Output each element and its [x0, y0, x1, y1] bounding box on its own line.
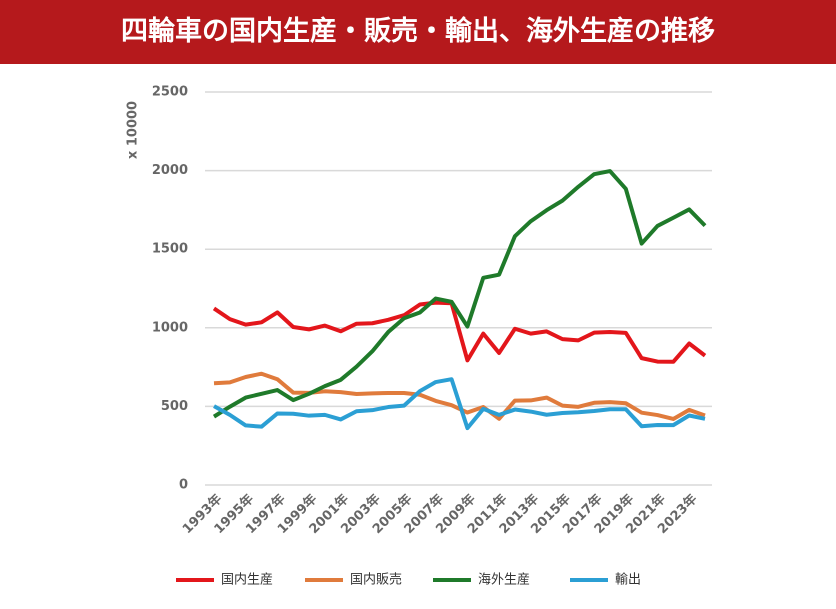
legend-label: 国内販売: [350, 572, 402, 588]
y-tick-label: 1000: [152, 320, 188, 335]
series-line: [212, 169, 707, 419]
y-tick-label: 500: [161, 399, 188, 414]
series-line: [212, 300, 707, 364]
y-tick-label: 2500: [152, 85, 188, 100]
legend-label: 国内生産: [221, 572, 273, 588]
series-line: [213, 377, 706, 431]
legend-label: 海外生産: [478, 572, 530, 588]
y-tick-label: 2000: [152, 163, 188, 178]
y-tick-label: 1500: [152, 242, 188, 257]
y-axis-label: x 10000: [126, 101, 141, 159]
y-tick-label: 0: [179, 478, 188, 493]
title-banner: 四輪車の国内生産・販売・輸出、海外生産の推移: [0, 0, 836, 64]
legend-label: 輸出: [615, 573, 641, 588]
